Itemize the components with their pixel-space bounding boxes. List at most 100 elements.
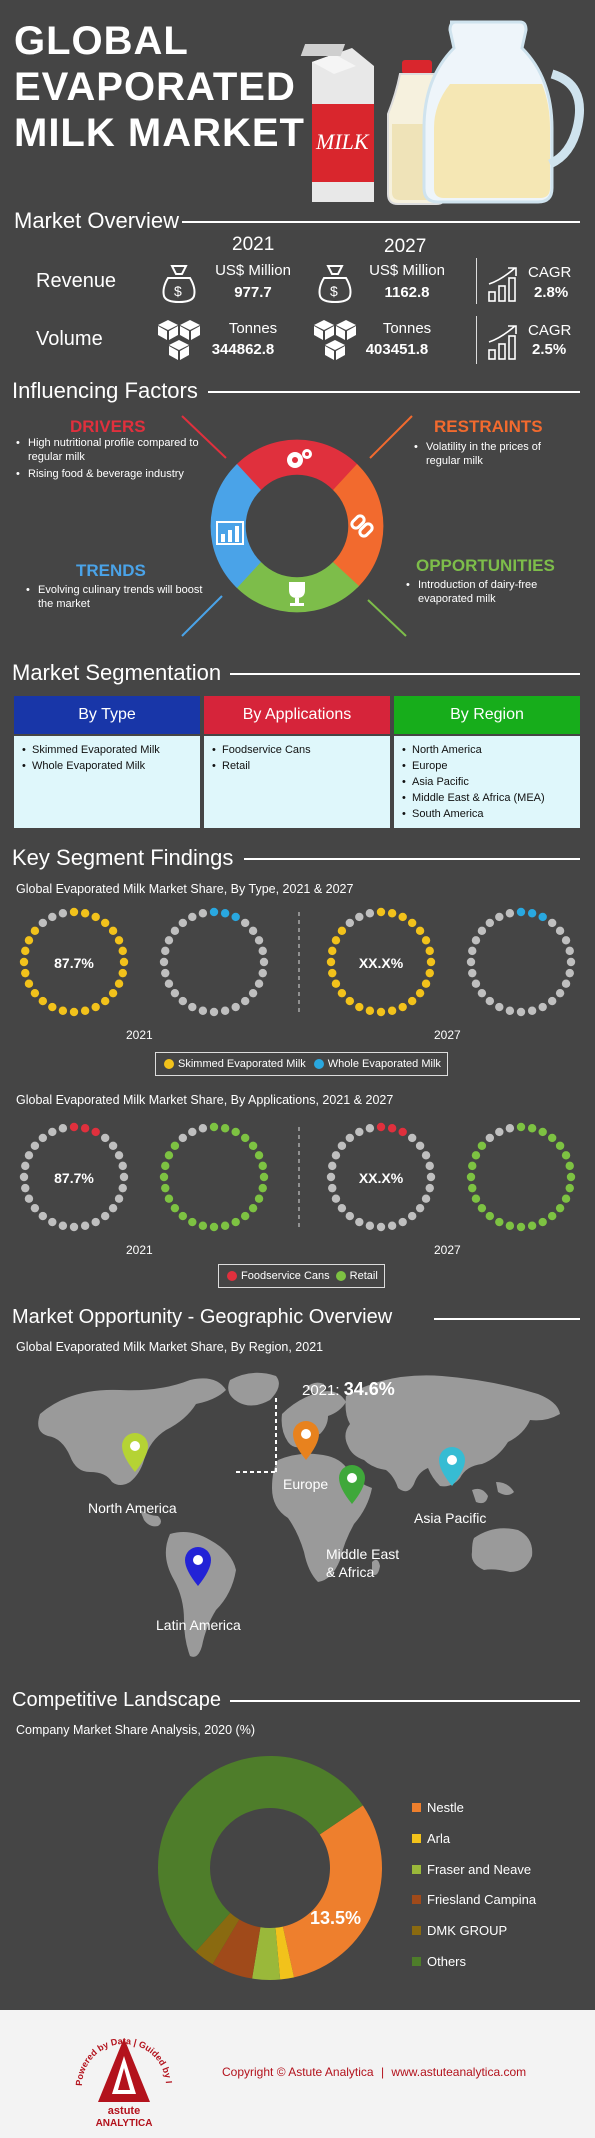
foodservice-2027-dot <box>331 1194 341 1203</box>
whole-2021-dot <box>209 1007 219 1017</box>
whole-2021-dot <box>240 918 250 928</box>
segment-item: Asia Pacific <box>400 774 576 790</box>
whole-2021-dot <box>240 996 250 1006</box>
type-legend: Skimmed Evaporated Milk Whole Evaporated… <box>155 1052 448 1076</box>
foodservice-2027-dot <box>425 1161 434 1171</box>
foodservice-2021-dot <box>48 1127 57 1137</box>
skimmed-2021-dot <box>100 918 110 928</box>
retail-2027-dot <box>547 1133 557 1143</box>
whole-2021-dot <box>188 912 197 922</box>
retail-2027-dot <box>565 1183 574 1193</box>
legend-item-nestle: Nestle <box>412 1800 464 1815</box>
latin-america-pin-icon <box>185 1547 211 1586</box>
retail-2021-dot <box>254 1151 264 1160</box>
volume-value-2027: 403451.8 <box>365 341 429 358</box>
whole-2027-dot <box>566 957 576 967</box>
foodservice-2027-dot <box>398 1217 407 1227</box>
growth-chart-icon <box>488 267 517 302</box>
volume-value-2021: 344862.8 <box>211 341 275 358</box>
foodservice-2021-dot <box>38 1211 48 1221</box>
foodservice-2027-dot <box>415 1203 425 1213</box>
world-map <box>38 1372 560 1657</box>
whole-2021-dot <box>220 909 230 918</box>
whole-2021-dot <box>231 912 240 922</box>
logo-word-top: astute <box>108 2105 140 2117</box>
legend-dot-skimmed <box>164 1059 174 1069</box>
foodservice-2021-dot <box>24 1151 34 1160</box>
by-type-list: Skimmed Evaporated Milk Whole Evaporated… <box>14 736 200 828</box>
overview-title: Market Overview <box>14 208 180 233</box>
retail-2021-dot <box>258 1183 267 1193</box>
skimmed-2021-dot <box>21 968 30 978</box>
whole-2027-dot <box>527 1006 537 1015</box>
legend-label-retail: Retail <box>349 1270 378 1282</box>
retail-2027-dot <box>485 1133 495 1143</box>
overview-divider <box>182 221 580 223</box>
retail-2021-dot <box>240 1211 250 1221</box>
footer-url-link[interactable]: www.astuteanalytica.com <box>391 2065 527 2079</box>
boxes-icon-2027 <box>314 320 356 360</box>
skimmed-2021-dot <box>48 912 57 922</box>
logo-word-bottom: ANALYTICA <box>96 2118 153 2129</box>
retail-2021-dot <box>209 1122 219 1132</box>
skimmed-2027-dot <box>355 1002 364 1012</box>
whole-2021-dot <box>178 918 188 928</box>
title-line-3: MILK MARKET <box>14 111 305 155</box>
whole-2027-dot <box>495 912 504 922</box>
nestle-slice-label: 13.5% <box>310 1908 362 1928</box>
foodservice-2027-dot <box>407 1211 417 1221</box>
legend-swatch <box>412 1834 421 1843</box>
by-region-list: North America Europe Asia Pacific Middle… <box>394 736 580 828</box>
revenue-cagr-label: CAGR <box>528 264 572 281</box>
retail-2027-dot <box>538 1217 547 1227</box>
company-slice-dmk-group <box>195 1912 240 1965</box>
retail-2021-dot <box>170 1203 180 1213</box>
app-dot-donuts <box>19 1122 576 1232</box>
foodservice-2021-dot <box>69 1122 79 1132</box>
whole-2027-dot <box>516 907 526 917</box>
whole-2027-dot <box>471 936 481 945</box>
skimmed-2021-dot <box>69 1007 79 1017</box>
type-pct-2027: XX.X% <box>358 955 404 971</box>
skimmed-2021-dot <box>24 979 34 988</box>
link-icon <box>350 514 374 538</box>
retail-2027-dot <box>468 1161 477 1171</box>
drivers-item: Rising food & beverage industry <box>16 467 206 481</box>
whole-2021-dot <box>258 968 267 978</box>
skimmed-2021-dot <box>108 926 118 936</box>
foodservice-2021-dot <box>21 1183 30 1193</box>
north-america-label: North America <box>88 1500 177 1516</box>
foodservice-2021-dot <box>30 1141 40 1151</box>
foodservice-2021-dot <box>19 1172 29 1182</box>
drivers-item: High nutritional profile compared to reg… <box>16 436 206 464</box>
title-line-2: EVAPORATED <box>14 65 296 109</box>
segment-item: South America <box>400 806 576 822</box>
factors-wheel <box>181 415 413 637</box>
foodservice-2027-dot <box>328 1183 337 1193</box>
segment-item: Skimmed Evaporated Milk <box>20 742 196 758</box>
foodservice-2021-dot <box>38 1133 48 1143</box>
whole-2021-dot <box>170 926 180 936</box>
revenue-value-2027: 1162.8 <box>384 284 430 301</box>
overview-year-2027: 2027 <box>384 236 427 257</box>
legend-swatch <box>412 1865 421 1874</box>
volume-cagr-value: 2.5% <box>532 341 567 358</box>
trends-item: Evolving culinary trends will boost the … <box>26 583 206 611</box>
foodservice-2021-dot <box>100 1211 110 1221</box>
restraints-title: RESTRAINTS <box>434 417 543 436</box>
volume-separator <box>476 316 477 364</box>
retail-2021-dot <box>220 1124 230 1133</box>
retail-2027-dot <box>565 1161 574 1171</box>
retail-2027-dot <box>485 1211 495 1221</box>
skimmed-2021-dot <box>19 957 29 967</box>
retail-2021-dot <box>259 1172 269 1182</box>
retail-2021-dot <box>178 1211 188 1221</box>
revenue-cagr-value: 2.8% <box>534 284 569 301</box>
whole-2021-dot <box>258 946 267 956</box>
segment-item: North America <box>400 742 576 758</box>
legend-item-others: Others <box>412 1954 466 1969</box>
whole-2027-dot <box>565 968 574 978</box>
app-pct-2027: XX.X% <box>358 1170 404 1186</box>
legend-label-skimmed: Skimmed Evaporated Milk <box>178 1058 306 1070</box>
whole-2021-dot <box>198 909 208 918</box>
